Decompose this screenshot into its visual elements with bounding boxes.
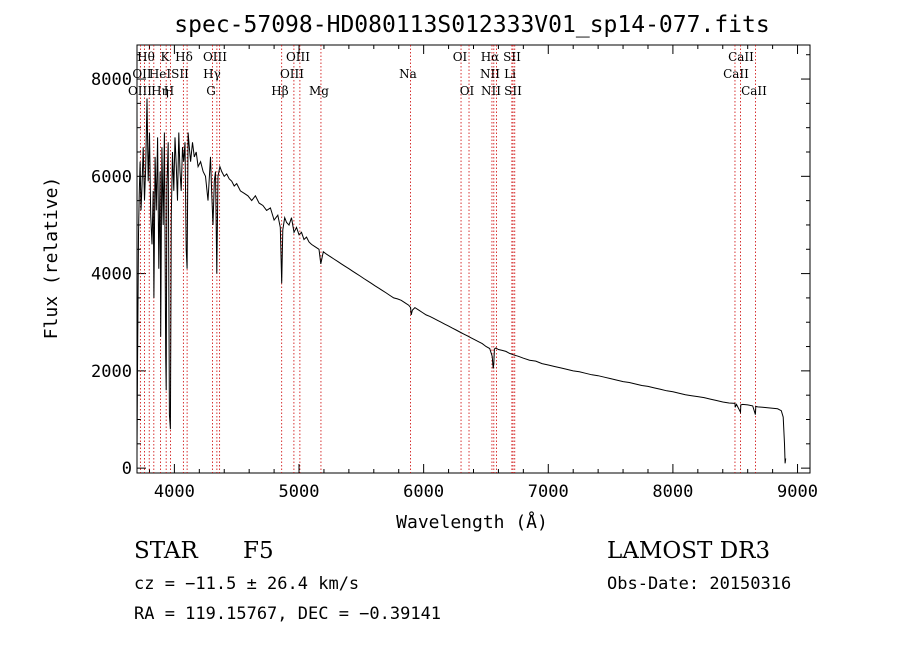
y-tick-label: 8000 (91, 70, 132, 90)
x-tick-label: 4000 (154, 482, 195, 502)
y-tick-label: 2000 (91, 362, 132, 382)
y-tick-label: 4000 (91, 265, 132, 285)
ra-dec-coordinates: RA = 119.15767, DEC = −0.39141 (134, 604, 442, 624)
spectral-line-label: Na (399, 67, 417, 81)
x-tick-label: 6000 (403, 482, 444, 502)
spectral-line-label: OIII (280, 67, 304, 81)
axis-ticks: 4000 5000 6000 7000 8000 9000 0 2000 4000 6000 800… (91, 45, 818, 502)
spectral-line-label: Hγ (203, 67, 221, 81)
spectral-line-label: CaII (723, 67, 749, 81)
spectral-line-label: Hη (151, 84, 169, 98)
spectrum-chart: 4000 5000 6000 7000 8000 9000 0 2000 4000 6000 800… (41, 12, 818, 533)
redshift-cz: cz = −11.5 ± 26.4 km/s (134, 574, 360, 594)
spectral-line-label: Li (504, 67, 516, 81)
spectral-line-label: Mg (309, 84, 329, 98)
spectral-line-label: K (161, 50, 171, 64)
spectral-line-label: H (164, 84, 174, 98)
spectral-line-markers (139, 45, 756, 473)
spectral-line-label: OI (453, 50, 468, 64)
spectral-line-label: OII (132, 67, 152, 81)
spectral-line-label: Hθ (137, 50, 155, 64)
flux-series-line (136, 98, 787, 464)
x-tick-label: 5000 (279, 482, 320, 502)
spectral-line-label: HeI (149, 67, 172, 81)
spectral-line-label: Hα (481, 50, 500, 64)
spectral-line-label: OIII (286, 50, 310, 64)
plot-frame (136, 44, 811, 474)
spectral-line-label: CaII (728, 50, 754, 64)
spectral-line-label: Hδ (175, 50, 193, 64)
y-axis-label: Flux (relative) (41, 177, 62, 340)
observation-date: Obs-Date: 20150316 (607, 574, 792, 594)
spectral-line-label: SII (503, 50, 521, 64)
spectral-line-label: SII (171, 67, 189, 81)
spectral-line-label: NII (480, 67, 500, 81)
spectral-line-label: Hβ (271, 84, 288, 98)
x-tick-label: 9000 (777, 482, 818, 502)
survey-name: LAMOST DR3 (607, 538, 771, 564)
x-axis-label: Wavelength (Å) (396, 511, 548, 533)
x-tick-label: 8000 (652, 482, 693, 502)
spectral-line-label: OIII (128, 84, 152, 98)
object-subclass: F5 (243, 538, 274, 564)
spectral-line-label: SII (504, 84, 522, 98)
spectral-line-label: NII (481, 84, 501, 98)
object-type: STAR (134, 538, 198, 564)
y-tick-label: 0 (122, 459, 132, 479)
x-tick-label: 7000 (528, 482, 569, 502)
spectral-line-label: CaII (741, 84, 767, 98)
chart-title: spec-57098-HD080113S012333V01_sp14-077.f… (174, 12, 769, 38)
spectral-line-label: G (206, 84, 216, 98)
spectral-line-label: OIII (203, 50, 227, 64)
spectral-line-label: OI (460, 84, 475, 98)
y-tick-label: 6000 (91, 167, 132, 187)
